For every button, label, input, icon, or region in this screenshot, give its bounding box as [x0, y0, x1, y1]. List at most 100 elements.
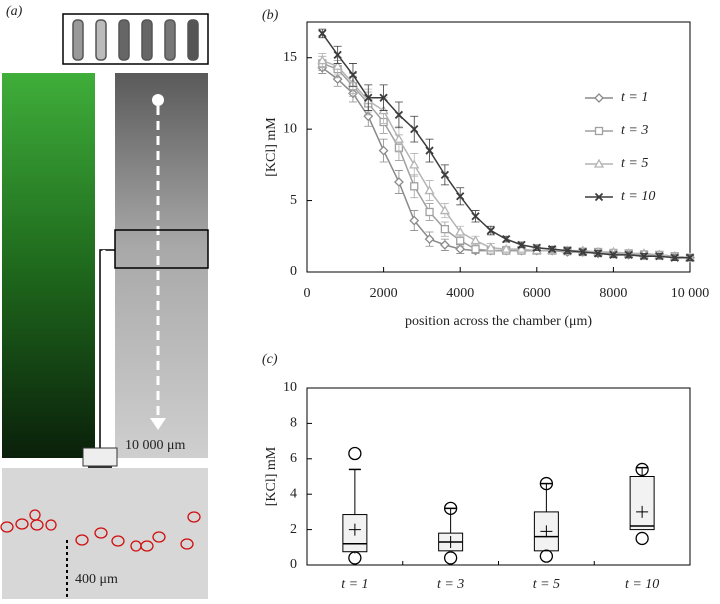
marker [410, 182, 419, 191]
marker [470, 235, 481, 245]
marker [364, 93, 373, 102]
x-tick-label: 10 000 [671, 286, 710, 301]
marker [485, 242, 496, 252]
y-tick-label: 10 [283, 121, 297, 136]
mean [540, 525, 553, 538]
marker [348, 70, 358, 79]
y-tick-label: 2 [290, 522, 297, 537]
y-tick-label: 0 [290, 264, 297, 279]
marker [409, 215, 420, 226]
marker [594, 126, 604, 136]
marker [378, 145, 389, 156]
x-tick-label: 2000 [370, 286, 398, 301]
marker [455, 244, 466, 255]
marker [685, 253, 695, 262]
marker [439, 205, 451, 215]
marker [333, 50, 342, 59]
x-tick-label: 4000 [446, 286, 474, 301]
chip-image [62, 13, 209, 65]
x-tick-label: t = 5 [533, 577, 560, 592]
x-tick-label: t = 1 [341, 577, 368, 592]
outlier [348, 551, 362, 565]
mean [636, 505, 649, 518]
marker [609, 250, 618, 259]
marker [425, 146, 434, 155]
marker [624, 250, 633, 259]
legend-label: t = 5 [621, 156, 648, 171]
panel-label: (c) [262, 352, 278, 367]
plot-frame [306, 21, 691, 273]
marker [440, 170, 450, 179]
marker [501, 243, 512, 253]
panel-label: (a) [6, 4, 23, 19]
mean [348, 523, 361, 536]
marker [563, 246, 572, 255]
chip-channels [72, 19, 199, 61]
marker [502, 235, 511, 244]
y-tick-label: 5 [290, 193, 297, 208]
marker [318, 29, 327, 38]
zoom-line [99, 249, 115, 448]
marker [639, 252, 649, 261]
x-tick-label: t = 10 [625, 577, 659, 592]
marker [379, 93, 388, 102]
marker [655, 252, 664, 261]
marker [547, 245, 557, 254]
panel-a: (a) 10 000 μm 400 μm [0, 4, 209, 599]
outlier [443, 551, 458, 565]
marker [424, 185, 435, 195]
legend-label: t = 1 [621, 90, 648, 105]
marker [424, 234, 435, 245]
outlier [635, 462, 649, 477]
box [629, 476, 655, 531]
outlier [348, 446, 362, 461]
marker [317, 55, 328, 65]
legend-label: t = 10 [621, 189, 655, 204]
marker [593, 158, 605, 168]
marker [516, 243, 527, 253]
series-line [321, 32, 690, 259]
marker [486, 226, 495, 235]
outlier [539, 549, 554, 563]
marker [471, 212, 480, 221]
arrow-head [150, 418, 166, 430]
distance-label: 400 μm [75, 572, 118, 587]
marker [393, 133, 405, 143]
scale-label: 10 000 μm [125, 438, 186, 453]
y-tick-label: 4 [290, 486, 297, 501]
y-tick-label: 10 [283, 380, 297, 395]
outlier [539, 476, 554, 491]
marker [440, 224, 450, 234]
zoom-box [114, 229, 209, 269]
marker [594, 192, 604, 202]
cell-circles [0, 509, 201, 552]
marker [332, 60, 343, 70]
x-tick-label: 6000 [523, 286, 551, 301]
mean [444, 535, 457, 548]
y-tick-label: 0 [290, 557, 297, 572]
legend-label: t = 3 [621, 123, 648, 138]
marker [410, 125, 419, 134]
marker [471, 244, 480, 254]
outlier [443, 501, 458, 516]
marker [456, 192, 465, 201]
y-tick-label: 6 [290, 451, 297, 466]
marker [456, 236, 465, 245]
x-axis-label: position across the chamber (μm) [405, 314, 592, 329]
marker [409, 159, 420, 169]
marker [455, 226, 466, 236]
x-tick-label: 8000 [599, 286, 627, 301]
marker [517, 240, 526, 249]
y-tick-label: 15 [283, 50, 297, 65]
marker [532, 243, 541, 252]
y-axis-label: [KCl] mM [264, 117, 279, 177]
brightfield-image [115, 73, 208, 458]
zoom-image [2, 468, 208, 599]
x-tick-label: 0 [304, 286, 311, 301]
marker [670, 253, 679, 262]
panel-label: (b) [262, 8, 279, 23]
y-axis-label: [KCl] mM [264, 446, 279, 506]
start-point [152, 94, 164, 106]
